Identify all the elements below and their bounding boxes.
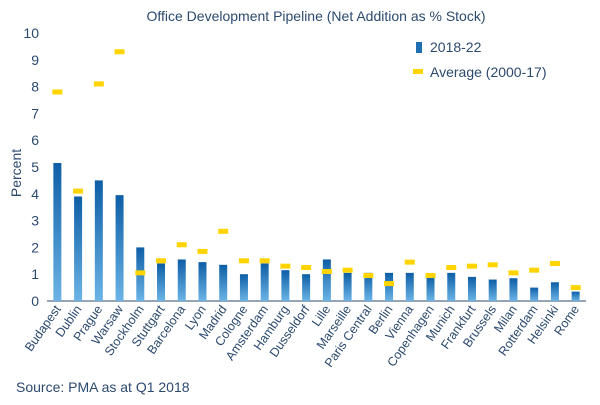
bar-berlin bbox=[385, 272, 394, 301]
avg-marker-warsaw bbox=[114, 49, 125, 55]
avg-marker-munich bbox=[446, 265, 457, 270]
bar-lille bbox=[322, 259, 331, 301]
y-tick-labels: 0 1 2 3 4 5 6 7 8 9 10 bbox=[23, 25, 39, 309]
bar-prague bbox=[94, 180, 103, 301]
bar-milan bbox=[509, 278, 518, 301]
bar-amsterdam bbox=[260, 263, 269, 301]
bar-brussels bbox=[488, 279, 497, 301]
avg-marker-prague bbox=[93, 81, 104, 87]
bar-barcelona bbox=[177, 259, 186, 301]
average-marker-series bbox=[52, 49, 581, 291]
bar-hamburg bbox=[281, 270, 290, 301]
avg-marker-berlin bbox=[384, 281, 395, 287]
y-tick-label: 0 bbox=[31, 293, 39, 309]
avg-marker-dublin bbox=[73, 188, 84, 194]
bar-vienna bbox=[405, 272, 414, 301]
avg-marker-lille bbox=[321, 269, 332, 275]
legend-label-bar: 2018-22 bbox=[430, 39, 482, 55]
bar-copenhagen bbox=[426, 276, 435, 301]
y-tick-label: 5 bbox=[31, 159, 39, 175]
bar-dublin bbox=[74, 196, 83, 301]
bar-warsaw bbox=[115, 195, 124, 301]
avg-marker-milan bbox=[508, 270, 519, 276]
bar-lyon bbox=[198, 262, 207, 301]
y-axis-label: Percent bbox=[8, 149, 24, 197]
bar-cologne bbox=[239, 274, 248, 301]
bar-madrid bbox=[219, 264, 228, 301]
avg-marker-copenhagen bbox=[425, 273, 436, 279]
source-note: Source: PMA as at Q1 2018 bbox=[16, 379, 190, 395]
y-tick-label: 9 bbox=[31, 52, 39, 68]
bar-frankfurt bbox=[467, 276, 476, 301]
avg-marker-paris-central bbox=[363, 273, 374, 279]
y-tick-label: 3 bbox=[31, 213, 39, 229]
legend-label-marker: Average (2000-17) bbox=[430, 64, 546, 80]
avg-marker-madrid bbox=[218, 228, 229, 234]
bar-helsinki bbox=[550, 282, 559, 301]
avg-marker-cologne bbox=[238, 258, 249, 264]
avg-marker-frankfurt bbox=[466, 263, 477, 269]
avg-marker-stockholm bbox=[135, 270, 146, 276]
legend-swatch-marker bbox=[413, 69, 423, 74]
avg-marker-dusseldorf bbox=[301, 265, 312, 270]
avg-marker-budapest bbox=[52, 89, 63, 95]
chart-title: Office Development Pipeline (Net Additio… bbox=[146, 8, 485, 24]
avg-marker-barcelona bbox=[176, 242, 187, 248]
avg-marker-marseille bbox=[342, 267, 353, 273]
y-tick-label: 7 bbox=[31, 105, 39, 121]
legend-swatch-bar bbox=[416, 42, 422, 53]
bar-series bbox=[53, 162, 580, 301]
bar-rome bbox=[571, 291, 580, 301]
avg-marker-rome bbox=[570, 285, 581, 291]
bar-stuttgart bbox=[157, 263, 166, 301]
legend: 2018-22 Average (2000-17) bbox=[413, 39, 546, 80]
y-tick-label: 10 bbox=[23, 25, 39, 41]
avg-marker-amsterdam bbox=[259, 258, 270, 264]
y-tick-label: 8 bbox=[31, 79, 39, 95]
avg-marker-helsinki bbox=[549, 260, 560, 266]
avg-marker-brussels bbox=[487, 262, 498, 268]
bar-munich bbox=[447, 272, 456, 301]
x-tick-labels: BudapestDublinPragueWarsawStockholmStutt… bbox=[22, 302, 582, 370]
avg-marker-stuttgart bbox=[156, 258, 167, 264]
bar-paris-central bbox=[364, 272, 373, 301]
avg-marker-hamburg bbox=[280, 263, 291, 269]
y-tick-label: 2 bbox=[31, 239, 39, 255]
y-tick-label: 1 bbox=[31, 266, 39, 282]
bar-marseille bbox=[343, 272, 352, 301]
avg-marker-rotterdam bbox=[529, 267, 540, 273]
y-tick-label: 4 bbox=[31, 186, 39, 202]
y-tick-label: 6 bbox=[31, 132, 39, 148]
bar-dusseldorf bbox=[302, 274, 311, 301]
avg-marker-lyon bbox=[197, 248, 208, 254]
bar-budapest bbox=[53, 162, 62, 301]
avg-marker-vienna bbox=[404, 259, 415, 265]
bar-rotterdam bbox=[530, 287, 539, 301]
